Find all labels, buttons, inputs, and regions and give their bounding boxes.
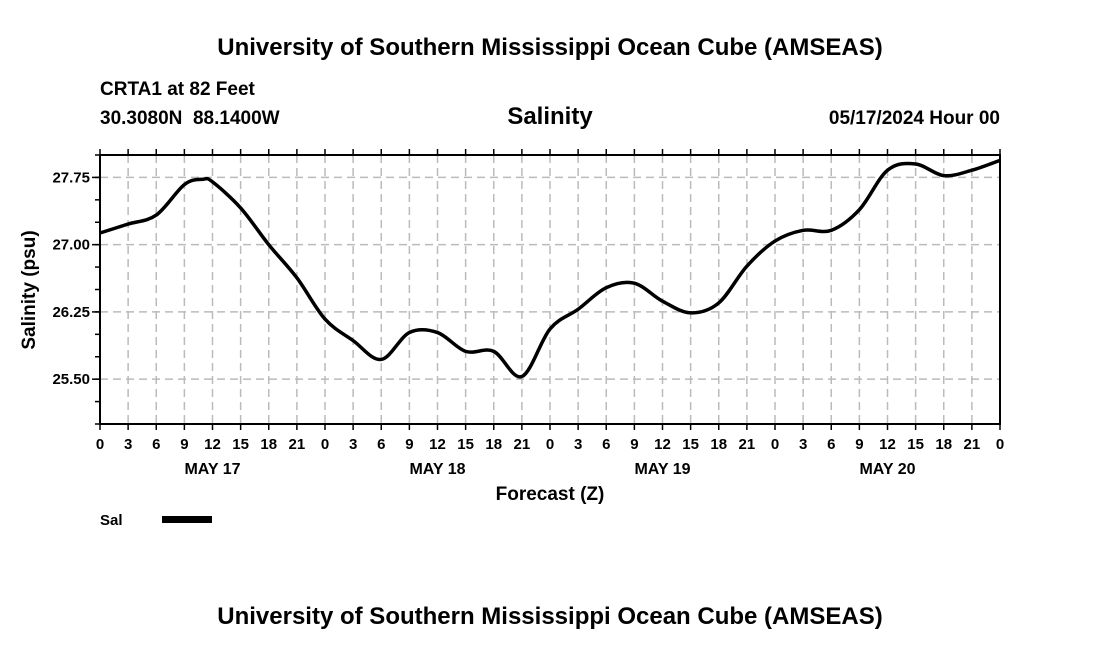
x-tick-label: 15: [457, 436, 474, 453]
y-tick-label: 27.00: [52, 237, 90, 254]
y-tick-label: 27.75: [52, 169, 90, 186]
x-tick-label: 3: [574, 436, 582, 453]
x-tick-label: 0: [771, 436, 779, 453]
x-tick-label: 9: [855, 436, 863, 453]
x-day-label: MAY 20: [859, 461, 915, 478]
x-tick-label: 6: [827, 436, 835, 453]
x-tick-label: 0: [546, 436, 554, 453]
x-tick-label: 18: [260, 436, 277, 453]
y-tick-label: 25.50: [52, 371, 90, 388]
x-tick-label: 0: [321, 436, 329, 453]
grid-lines: [100, 155, 1000, 424]
axes: 0 3 6 9 12 15 18 21 0 3 6 9 12 15 18 21 0 3 6 9 12 15 18 21 0 3 6 9…: [52, 149, 1004, 478]
x-tick-label: 18: [935, 436, 952, 453]
x-tick-label: 21: [964, 436, 981, 453]
legend-label-sal: Sal: [100, 512, 123, 529]
x-tick-label: 9: [630, 436, 638, 453]
x-tick-label: 9: [180, 436, 188, 453]
x-tick-label: 9: [405, 436, 413, 453]
x-tick-label: 15: [907, 436, 924, 453]
x-tick-label: 0: [96, 436, 104, 453]
x-axis-label: Forecast (Z): [496, 484, 605, 505]
x-tick-label: 15: [232, 436, 249, 453]
chart-header-title: University of Southern Mississippi Ocean…: [217, 34, 882, 61]
coordinates-label: 30.3080N 88.1400W: [100, 108, 280, 129]
x-day-label: MAY 18: [409, 461, 465, 478]
plot-frame: [99, 154, 1001, 425]
x-tick-label: 12: [879, 436, 896, 453]
x-day-label: MAY 19: [634, 461, 690, 478]
x-tick-label: 21: [289, 436, 306, 453]
x-tick-label: 12: [654, 436, 671, 453]
x-tick-label: 18: [710, 436, 727, 453]
x-tick-label: 3: [124, 436, 132, 453]
x-tick-label: 12: [429, 436, 446, 453]
x-tick-label: 3: [349, 436, 357, 453]
y-tick-label: 26.25: [52, 304, 90, 321]
y-axis-label: Salinity (psu): [19, 230, 40, 349]
x-day-label: MAY 17: [184, 461, 240, 478]
x-tick-label: 0: [996, 436, 1004, 453]
datetime-label: 05/17/2024 Hour 00: [829, 108, 1000, 129]
x-tick-label: 3: [799, 436, 807, 453]
x-tick-label: 6: [602, 436, 610, 453]
x-tick-label: 6: [377, 436, 385, 453]
x-tick-label: 21: [739, 436, 756, 453]
legend-swatch-sal: [162, 516, 212, 523]
x-tick-label: 12: [204, 436, 221, 453]
series-line-sal: [99, 158, 1001, 379]
x-tick-label: 21: [514, 436, 531, 453]
footer-title: University of Southern Mississippi Ocean…: [217, 603, 882, 630]
x-tick-label: 6: [152, 436, 160, 453]
x-tick-label: 15: [682, 436, 699, 453]
chart-title: Salinity: [507, 103, 593, 130]
x-tick-label: 18: [485, 436, 502, 453]
station-label: CRTA1 at 82 Feet: [100, 79, 256, 100]
